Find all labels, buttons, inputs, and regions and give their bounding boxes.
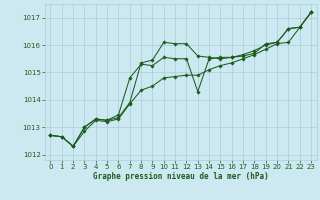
X-axis label: Graphe pression niveau de la mer (hPa): Graphe pression niveau de la mer (hPa) bbox=[93, 172, 269, 181]
